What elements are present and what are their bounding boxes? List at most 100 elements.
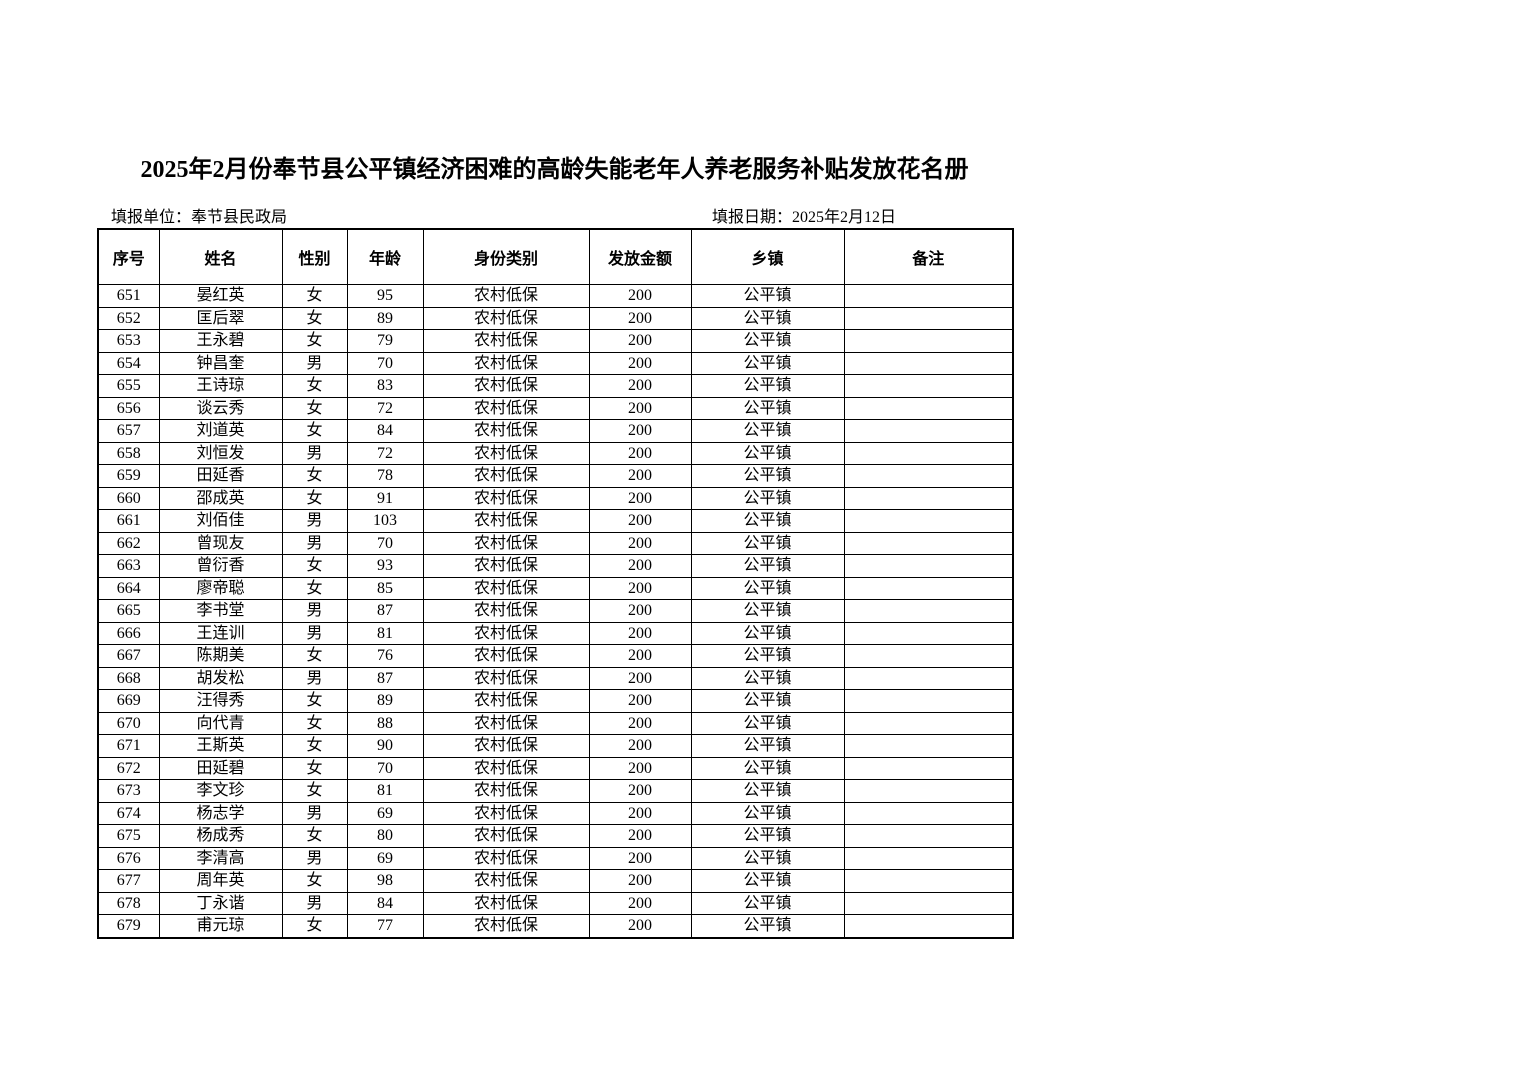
cell-remark (843, 329, 1014, 353)
cell-category: 农村低保 (422, 666, 590, 690)
cell-township: 公平镇 (690, 891, 845, 915)
cell-category: 农村低保 (422, 396, 590, 420)
cell-gender: 女 (281, 779, 348, 803)
cell-age: 85 (346, 576, 424, 600)
table-row: 679 甫元琼女 77 农村低保 200 公平镇 (97, 914, 1014, 938)
cell-gender: 女 (281, 914, 348, 938)
header-age: 年龄 (346, 228, 424, 285)
cell-name: 匡后翠 (158, 306, 283, 330)
header-amount: 发放金额 (588, 228, 692, 285)
cell-township: 公平镇 (690, 531, 845, 555)
cell-index: 666 (97, 621, 160, 645)
cell-age: 70 (346, 351, 424, 375)
cell-gender: 女 (281, 869, 348, 893)
header-remark: 备注 (843, 228, 1014, 285)
cell-index: 656 (97, 396, 160, 420)
cell-index: 674 (97, 801, 160, 825)
header-row: 序号 姓名 性别 年龄 身份类别 发放金额 乡镇 备注 (97, 228, 1014, 285)
cell-township: 公平镇 (690, 576, 845, 600)
table-row: 655 王诗琼女 83 农村低保 200 公平镇 (97, 374, 1014, 398)
cell-remark (843, 711, 1014, 735)
cell-name: 刘恒发 (158, 441, 283, 465)
cell-name: 杨志学 (158, 801, 283, 825)
table-row: 657 刘道英女 84 农村低保 200 公平镇 (97, 419, 1014, 443)
cell-age: 84 (346, 419, 424, 443)
cell-age: 88 (346, 711, 424, 735)
reporting-unit-label: 填报单位：奉节县民政局 (111, 209, 288, 226)
table-row: 651 晏红英女 95 农村低保 200 公平镇 (97, 284, 1014, 308)
cell-index: 667 (97, 644, 160, 668)
cell-category: 农村低保 (422, 419, 590, 443)
cell-amount: 200 (588, 374, 692, 398)
cell-amount: 200 (588, 576, 692, 600)
table-body: 651 晏红英女 95 农村低保 200 公平镇 652 匡后翠女 89 农村低保 200 公平镇 65… (97, 284, 1014, 938)
cell-index: 661 (97, 509, 160, 533)
cell-age: 78 (346, 464, 424, 488)
table-row: 677 周年英女 98 农村低保 200 公平镇 (97, 869, 1014, 893)
roster-table: 序号 姓名 性别 年龄 身份类别 发放金额 乡镇 备注 651 晏红英女 95 农村低… (97, 228, 1014, 939)
cell-remark (843, 441, 1014, 465)
cell-category: 农村低保 (422, 464, 590, 488)
cell-gender: 女 (281, 396, 348, 420)
cell-category: 农村低保 (422, 531, 590, 555)
table-row: 667 陈期美女 76 农村低保 200 公平镇 (97, 644, 1014, 668)
cell-index: 652 (97, 306, 160, 330)
cell-age: 69 (346, 801, 424, 825)
cell-age: 83 (346, 374, 424, 398)
cell-gender: 男 (281, 351, 348, 375)
cell-index: 668 (97, 666, 160, 690)
cell-gender: 男 (281, 531, 348, 555)
cell-township: 公平镇 (690, 914, 845, 938)
cell-name: 李文珍 (158, 779, 283, 803)
cell-remark (843, 531, 1014, 555)
cell-township: 公平镇 (690, 374, 845, 398)
header-gender: 性别 (281, 228, 348, 285)
cell-age: 87 (346, 599, 424, 623)
cell-township: 公平镇 (690, 599, 845, 623)
cell-amount: 200 (588, 486, 692, 510)
cell-township: 公平镇 (690, 554, 845, 578)
cell-age: 103 (346, 509, 424, 533)
cell-gender: 男 (281, 509, 348, 533)
cell-gender: 男 (281, 441, 348, 465)
cell-name: 曾现友 (158, 531, 283, 555)
cell-gender: 男 (281, 621, 348, 645)
cell-township: 公平镇 (690, 824, 845, 848)
cell-age: 76 (346, 644, 424, 668)
cell-township: 公平镇 (690, 284, 845, 308)
table-row: 653 王永碧女 79 农村低保 200 公平镇 (97, 329, 1014, 353)
cell-name: 田延香 (158, 464, 283, 488)
cell-remark (843, 824, 1014, 848)
cell-township: 公平镇 (690, 419, 845, 443)
cell-gender: 女 (281, 576, 348, 600)
cell-amount: 200 (588, 554, 692, 578)
cell-gender: 男 (281, 891, 348, 915)
reporting-date-label: 填报日期：2025年2月12日 (712, 209, 897, 226)
cell-gender: 女 (281, 329, 348, 353)
cell-index: 665 (97, 599, 160, 623)
table-header: 序号 姓名 性别 年龄 身份类别 发放金额 乡镇 备注 (97, 228, 1014, 285)
cell-township: 公平镇 (690, 329, 845, 353)
table-row: 666 王连训男 81 农村低保 200 公平镇 (97, 621, 1014, 645)
cell-remark (843, 351, 1014, 375)
cell-amount: 200 (588, 689, 692, 713)
table-row: 665 李书堂男 87 农村低保 200 公平镇 (97, 599, 1014, 623)
cell-amount: 200 (588, 396, 692, 420)
cell-township: 公平镇 (690, 801, 845, 825)
cell-amount: 200 (588, 621, 692, 645)
cell-gender: 女 (281, 464, 348, 488)
cell-category: 农村低保 (422, 554, 590, 578)
cell-age: 72 (346, 396, 424, 420)
cell-category: 农村低保 (422, 756, 590, 780)
table-row: 675 杨成秀女 80 农村低保 200 公平镇 (97, 824, 1014, 848)
cell-gender: 女 (281, 711, 348, 735)
cell-name: 陈期美 (158, 644, 283, 668)
cell-category: 农村低保 (422, 846, 590, 870)
table-row: 654 钟昌奎男 70 农村低保 200 公平镇 (97, 351, 1014, 375)
cell-amount: 200 (588, 734, 692, 758)
cell-index: 671 (97, 734, 160, 758)
cell-township: 公平镇 (690, 869, 845, 893)
cell-amount: 200 (588, 284, 692, 308)
cell-index: 677 (97, 869, 160, 893)
header-category: 身份类别 (422, 228, 590, 285)
